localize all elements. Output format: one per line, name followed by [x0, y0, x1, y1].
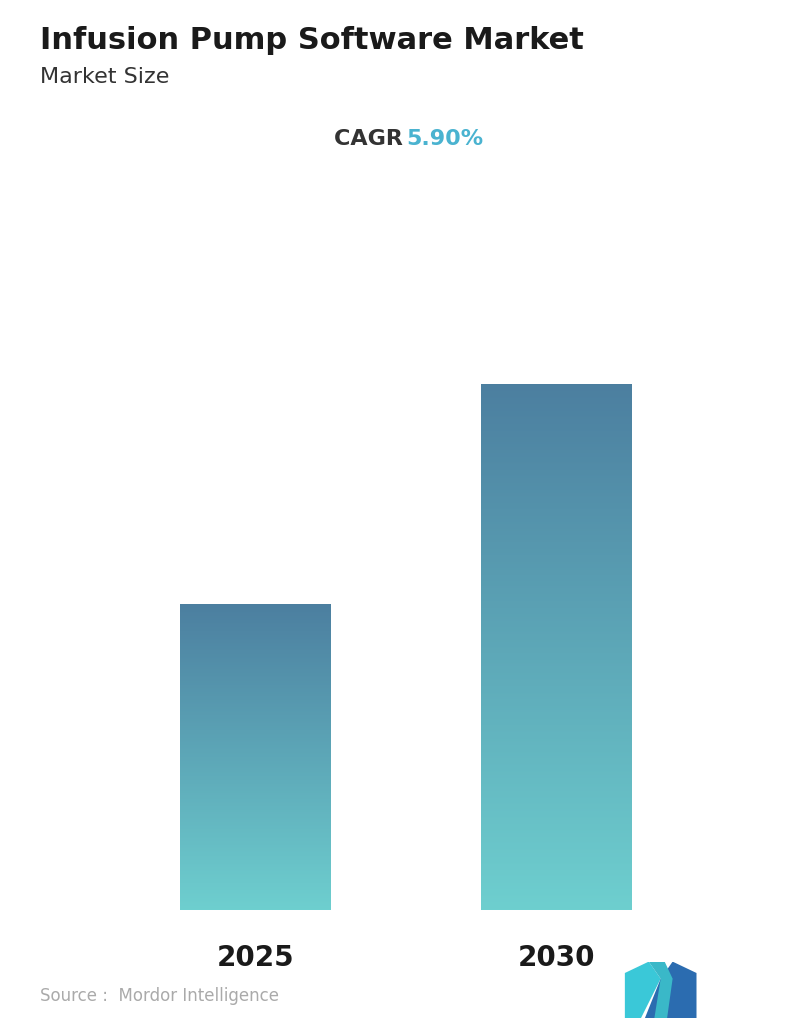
Text: 5.90%: 5.90% — [406, 129, 483, 149]
Text: Market Size: Market Size — [40, 67, 170, 87]
Text: 2030: 2030 — [518, 944, 595, 972]
Polygon shape — [645, 962, 696, 1018]
Text: CAGR: CAGR — [334, 129, 411, 149]
Polygon shape — [649, 962, 673, 1018]
Text: Source :  Mordor Intelligence: Source : Mordor Intelligence — [40, 987, 279, 1005]
Text: Infusion Pump Software Market: Infusion Pump Software Market — [40, 26, 583, 55]
Text: 2025: 2025 — [217, 944, 295, 972]
Polygon shape — [625, 962, 661, 1018]
